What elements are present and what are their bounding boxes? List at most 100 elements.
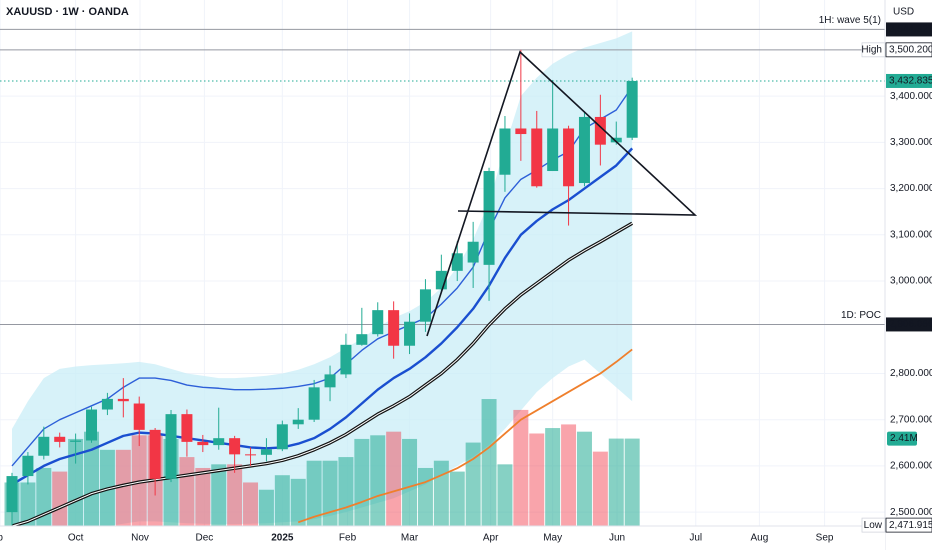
x-tick-label: Aug — [750, 533, 768, 544]
volume-bar — [115, 449, 131, 526]
volume-bar — [211, 464, 227, 526]
candle-body — [435, 270, 447, 290]
candle-body — [547, 128, 559, 172]
price-label-box — [885, 42, 932, 58]
volume-bar — [179, 457, 195, 526]
x-tick-label: 2025 — [271, 533, 294, 544]
volume-bar — [513, 409, 529, 526]
candle-body — [101, 398, 113, 410]
volume-bar — [592, 451, 608, 526]
x-tick-label: Sep — [816, 533, 834, 544]
volume-bar — [624, 438, 640, 526]
price-label-box — [886, 73, 932, 88]
volume-bar — [370, 435, 386, 526]
price-tag: High — [861, 44, 882, 55]
candle-body — [467, 241, 479, 263]
triangle-lines — [426, 50, 698, 337]
volume-bar — [354, 438, 370, 526]
band-area — [12, 31, 633, 526]
price-label: 3,500.200 — [889, 44, 932, 55]
x-tick-label: p — [0, 533, 3, 544]
candle-body — [181, 414, 193, 442]
y-tick-label: 2,700.000 — [890, 414, 932, 425]
candle-body — [6, 476, 18, 513]
price-label-box — [886, 22, 932, 37]
price-tag-box — [861, 517, 886, 533]
volume-bar — [481, 399, 497, 526]
candle-body — [451, 253, 463, 271]
candle-body — [388, 310, 400, 346]
candle-body — [245, 454, 257, 456]
volume-bar — [576, 431, 592, 526]
candle-body — [260, 449, 272, 455]
volume-label-box — [887, 431, 917, 446]
price-axis-bg — [885, 0, 932, 550]
candle-body — [419, 289, 431, 322]
volume-bar — [306, 460, 322, 526]
volume-bar — [386, 431, 402, 526]
price-label: 3,432.835 — [889, 76, 932, 87]
time-axis-bg — [0, 526, 885, 550]
candle-body — [165, 414, 177, 479]
symbol-title: XAUUSD · 1W · OANDA — [6, 6, 129, 18]
moving-average — [11, 147, 634, 486]
candle-body — [213, 438, 225, 446]
volume-bar — [84, 431, 100, 526]
x-tick-label: May — [543, 533, 562, 544]
candle-body — [308, 387, 320, 420]
candle-body — [372, 310, 384, 335]
y-tick-label: 3,200.000 — [890, 183, 932, 194]
volume-bar — [608, 438, 624, 526]
candle-body — [515, 128, 527, 135]
x-tick-label: Jul — [689, 533, 702, 544]
volume-bar — [20, 482, 36, 526]
candle-body — [22, 455, 34, 477]
volume-bar — [545, 428, 561, 526]
candle-body — [626, 80, 638, 138]
x-tick-label: Feb — [339, 533, 357, 544]
moving-average — [297, 348, 633, 524]
price-label: 2,471.915 — [889, 520, 932, 531]
candle-body — [229, 438, 241, 455]
price-line-layer — [0, 28, 885, 325]
candle-layer — [6, 49, 638, 526]
volume-bar — [561, 424, 577, 526]
candle-body — [563, 128, 575, 187]
volume-bar — [52, 471, 68, 526]
volume-bar — [258, 489, 274, 526]
volume-bar — [68, 438, 84, 526]
volume-bar — [417, 467, 433, 526]
candle-body — [292, 419, 304, 425]
price-label: 2,906.066 — [889, 319, 932, 330]
candle-body — [578, 116, 590, 184]
candle-body — [117, 398, 129, 402]
volume-bar — [497, 464, 513, 526]
price-note: 1H: wave 5(1) — [819, 15, 881, 26]
x-tick-label: Oct — [68, 533, 84, 544]
price-label: 3,544.327 — [889, 24, 932, 35]
price-note: 1D: POC — [841, 310, 881, 321]
x-tick-label: Mar — [401, 533, 419, 544]
x-tick-label: Jun — [609, 533, 625, 544]
moving-average-inner — [11, 222, 633, 526]
y-tick-label: 3,300.000 — [890, 137, 932, 148]
y-tick-label: 3,000.000 — [890, 276, 932, 287]
volume-bar — [433, 460, 449, 526]
x-tick-label: Dec — [196, 533, 214, 544]
volume-label: 2.41M — [890, 433, 918, 444]
candle-body — [404, 321, 416, 346]
band-layer — [12, 31, 633, 526]
y-tick-label: 2,800.000 — [890, 368, 932, 379]
candle-body — [483, 171, 495, 265]
overlay-layer — [11, 86, 634, 526]
candle-body — [356, 334, 368, 345]
volume-bar — [402, 438, 418, 526]
candle-body — [340, 344, 352, 375]
currency: USD — [893, 7, 914, 18]
candle-body — [531, 128, 543, 187]
x-tick-label: Nov — [131, 533, 149, 544]
price-tag-box — [861, 42, 886, 58]
volume-bar — [449, 471, 465, 526]
